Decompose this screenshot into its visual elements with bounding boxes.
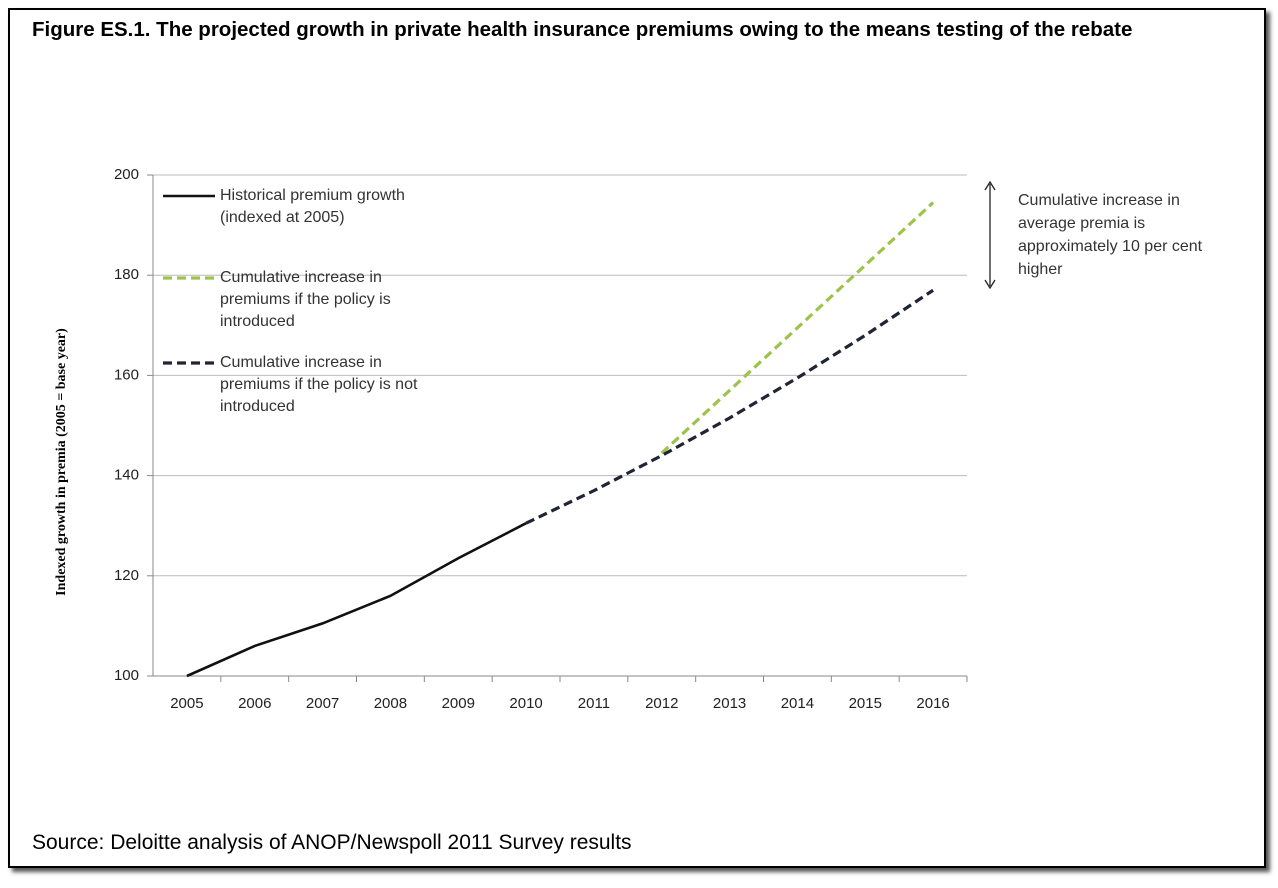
annotation-arrowheads — [984, 180, 996, 290]
y-tick-label: 120 — [114, 567, 139, 584]
series-line — [186, 522, 527, 678]
y-axis-label: Indexed growth in premia (2005 = base ye… — [54, 328, 69, 596]
y-tick-label: 200 — [114, 166, 139, 183]
x-tick-label: 2007 — [306, 695, 339, 712]
x-tick-label: 2010 — [509, 695, 542, 712]
x-tick-label: 2006 — [238, 695, 271, 712]
x-tick-label: 2016 — [916, 695, 949, 712]
y-tick-label: 180 — [114, 266, 139, 283]
series-line — [660, 201, 935, 455]
x-tick-label: 2005 — [170, 695, 203, 712]
figure-frame — [8, 8, 1266, 868]
x-tick-label: 2015 — [849, 695, 882, 712]
y-tick-label: 140 — [114, 467, 139, 484]
source-note: Source: Deloitte analysis of ANOP/Newspo… — [32, 831, 632, 854]
legend-label: Historical premium growth (indexed at 20… — [220, 187, 405, 226]
y-tick-label: 100 — [114, 667, 139, 684]
x-tick-label: 2014 — [781, 695, 814, 712]
x-tick-label: 2008 — [374, 695, 407, 712]
annotation: Cumulative increase in average premia is… — [1018, 192, 1203, 278]
x-tick-label: 2012 — [645, 695, 678, 712]
series-line — [525, 288, 934, 525]
x-tick-label: 2013 — [713, 695, 746, 712]
x-tick-label: 2009 — [442, 695, 475, 712]
legend-label: Cumulative increase in premiums if the p… — [220, 354, 418, 415]
legend-label: Cumulative increase in premiums if the p… — [220, 269, 391, 330]
y-tick-label: 160 — [114, 366, 139, 383]
chart-title: Figure ES.1. The projected growth in pri… — [32, 18, 1133, 41]
x-tick-label: 2011 — [578, 695, 610, 712]
